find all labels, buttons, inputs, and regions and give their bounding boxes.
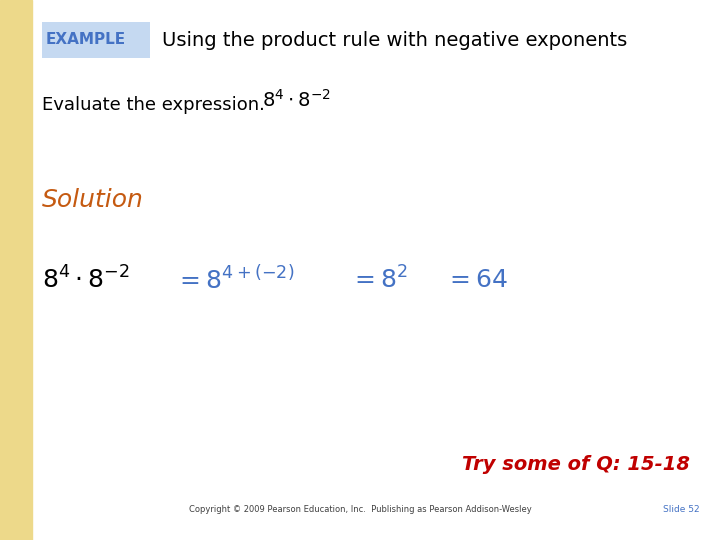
Text: $= 8^{4+(-2)}$: $= 8^{4+(-2)}$ — [175, 266, 294, 294]
Bar — [0, 0, 32, 540]
Text: Slide 52: Slide 52 — [663, 505, 700, 515]
Text: Solution: Solution — [42, 188, 144, 212]
Text: $= 8^2$: $= 8^2$ — [350, 266, 408, 294]
Text: $8^4 \cdot 8^{-2}$: $8^4 \cdot 8^{-2}$ — [262, 89, 331, 111]
Text: Copyright © 2009 Pearson Education, Inc.  Publishing as Pearson Addison-Wesley: Copyright © 2009 Pearson Education, Inc.… — [189, 505, 531, 515]
Text: $8^4 \cdot 8^{-2}$: $8^4 \cdot 8^{-2}$ — [42, 266, 130, 294]
Text: Evaluate the expression.: Evaluate the expression. — [42, 96, 265, 114]
Text: Try some of Q: 15-18: Try some of Q: 15-18 — [462, 456, 690, 475]
FancyBboxPatch shape — [42, 22, 150, 58]
Text: EXAMPLE: EXAMPLE — [46, 32, 126, 48]
Text: $= 64$: $= 64$ — [445, 268, 508, 292]
Text: Using the product rule with negative exponents: Using the product rule with negative exp… — [162, 30, 627, 50]
